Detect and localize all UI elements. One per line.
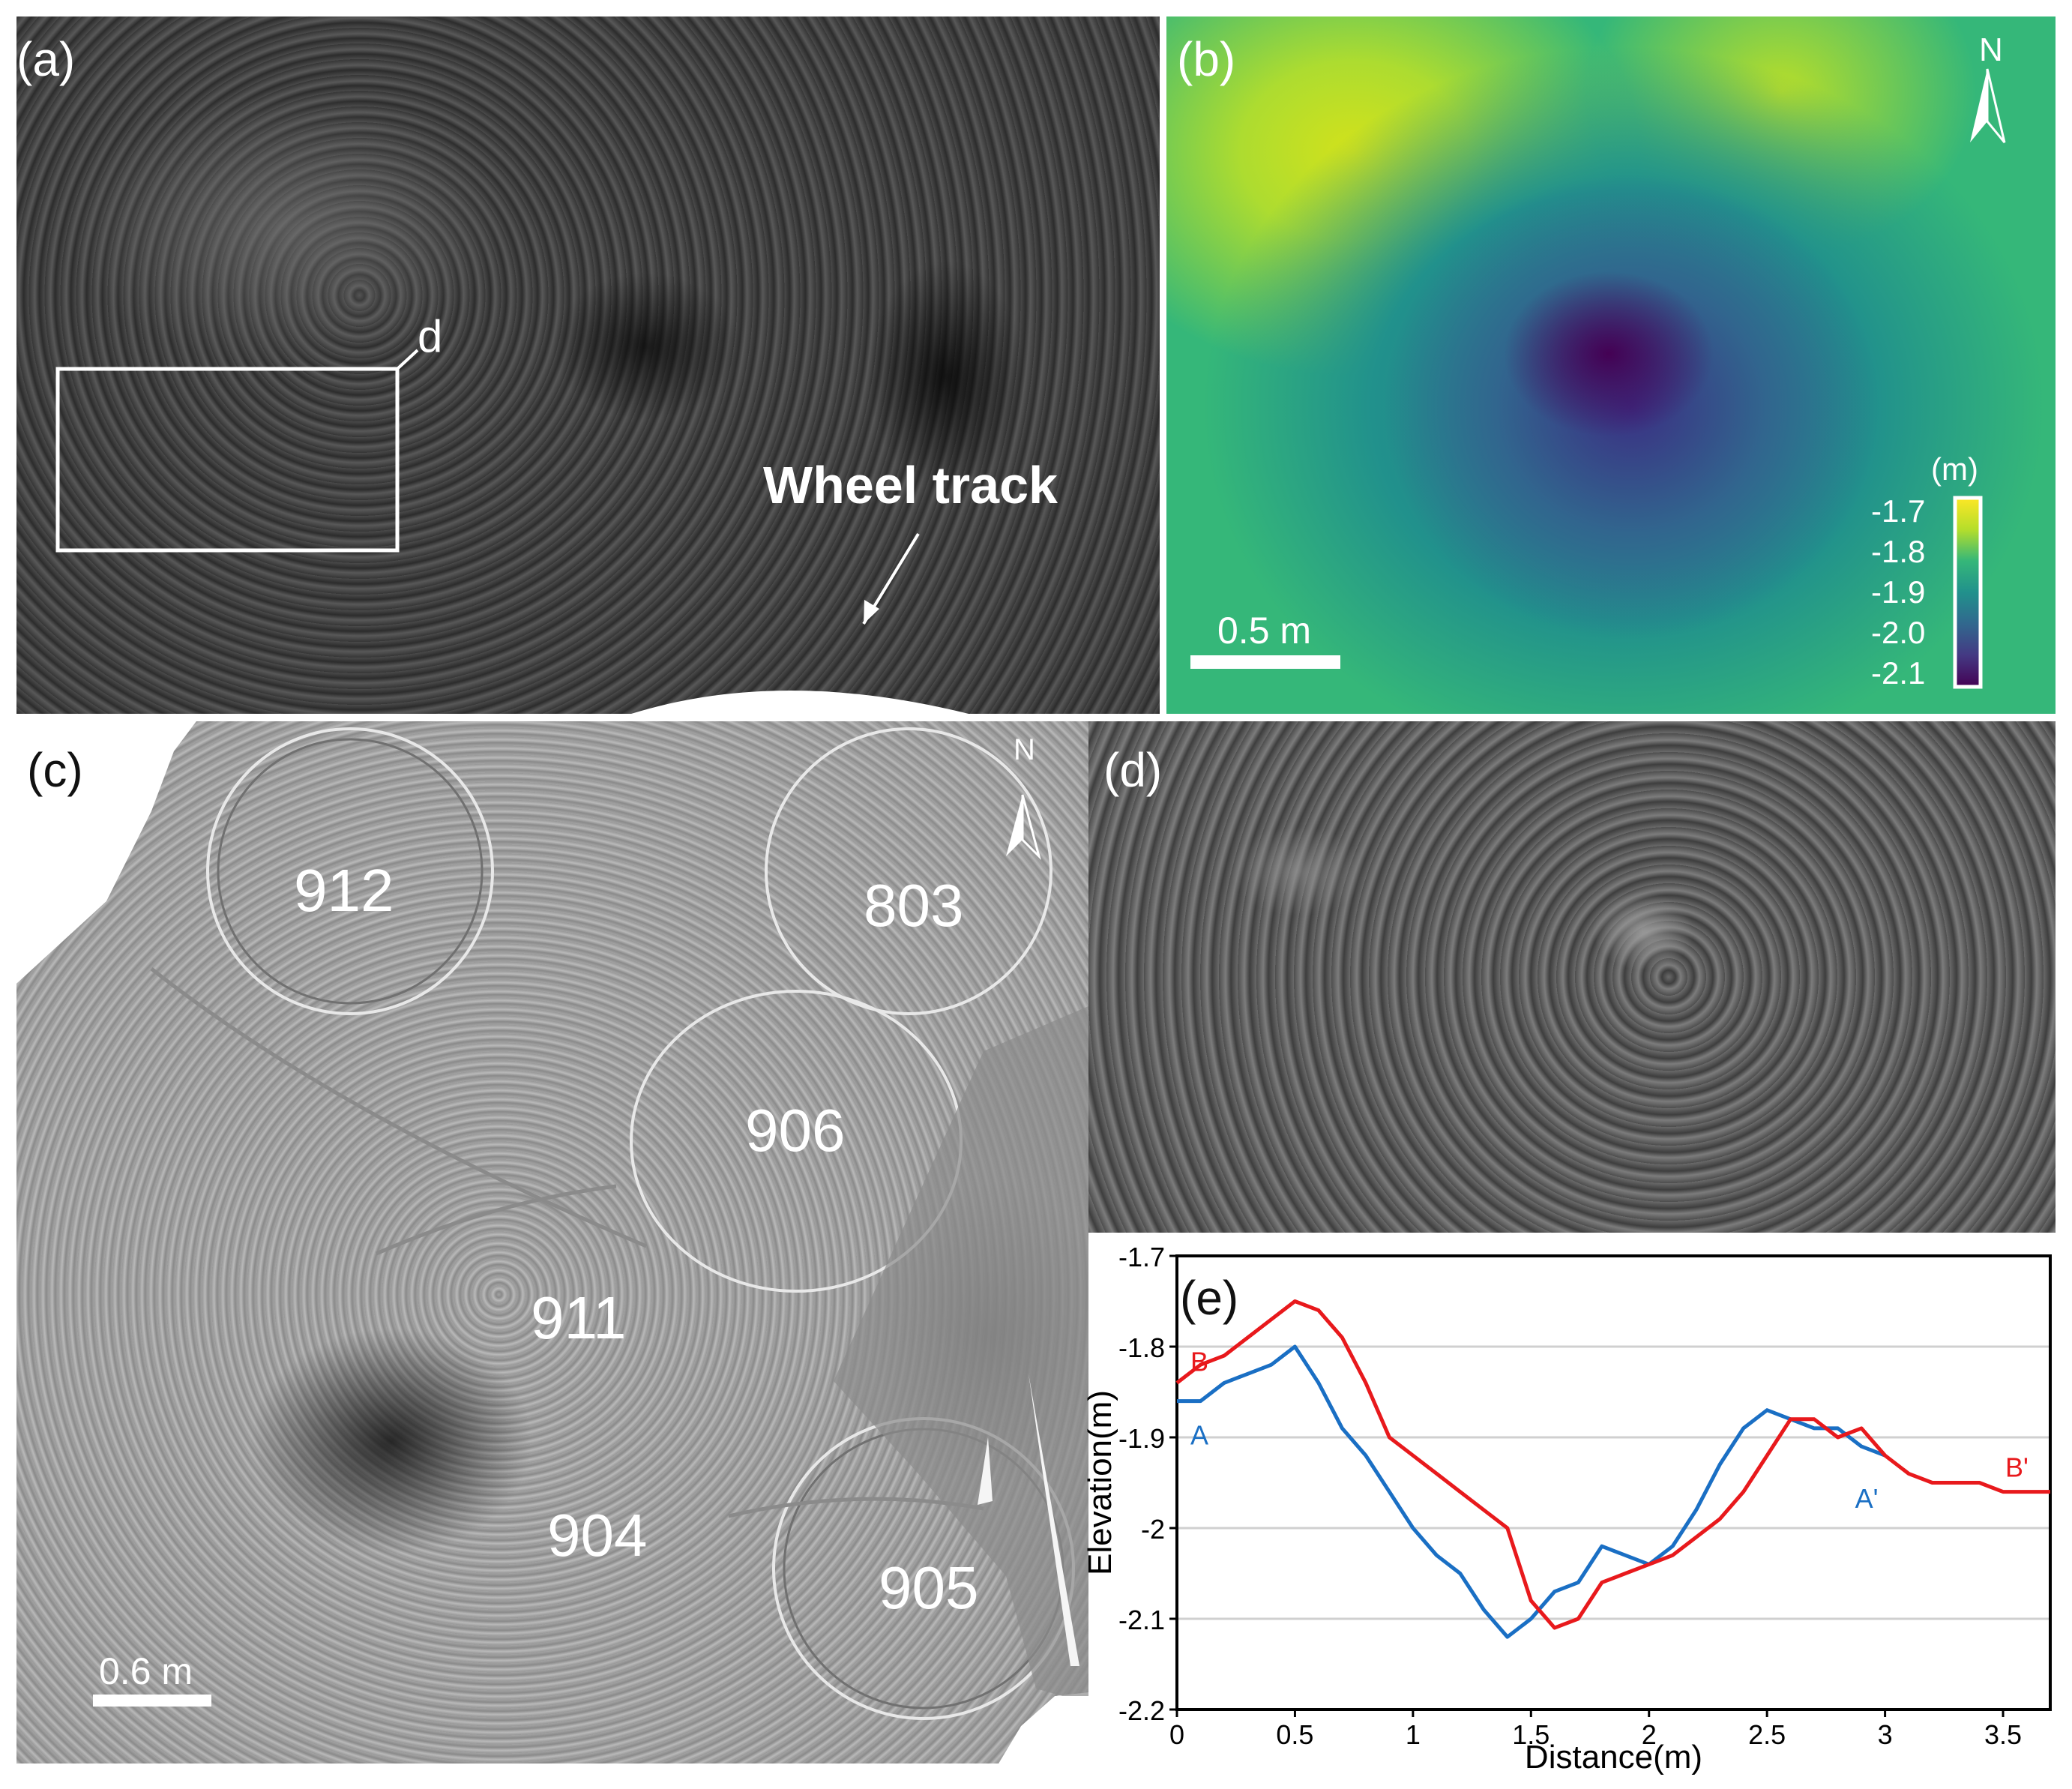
panel-b-dem: (b) N 0.5 m (m) -1.7 -1.8 -1.9 -2.0 -2.1 (1166, 16, 2056, 714)
panel-e-chart: -1.7 -1.8 -1.9 -2 -2.1 -2.2 0 0.5 1 1.5 2 2.5 3 3.5 A A… (1079, 1237, 2062, 1777)
series-end-label-B: B' (2005, 1452, 2029, 1483)
scale-bar-b (1190, 655, 1340, 669)
profile-chart: -1.7 -1.8 -1.9 -2 -2.1 -2.20 0.5 1 1.5 2 2.5 3 3.5 A A… (1082, 1242, 2052, 1776)
series-start-label-A: A (1190, 1420, 1208, 1451)
panel-a-overlay (55, 349, 969, 714)
x-tick-label: 3 (1878, 1719, 1893, 1750)
panel-a-label: (a) (16, 32, 76, 86)
no-data-region (834, 1006, 1088, 1696)
x-tick-label: 0.5 (1276, 1719, 1313, 1750)
series-line-B (1175, 1299, 2050, 1630)
wheel-track-arrowhead (864, 600, 879, 624)
panel-b-overlay (1190, 68, 2006, 689)
series-start-label-B: B (1190, 1346, 1208, 1377)
x-axis-label: Distance(m) (1525, 1739, 1702, 1776)
plot-frame (1175, 1254, 2052, 1711)
y-tick-label: -2.2 (1118, 1695, 1165, 1726)
north-label-b: N (1979, 31, 2003, 68)
panel-a-image: (a) d Wheel track (16, 16, 1160, 714)
series-line-A (1177, 1344, 1886, 1639)
panel-e-label: (e) (1180, 1271, 1239, 1325)
track-label-912: 912 (294, 857, 394, 924)
track-label-911: 911 (531, 1284, 627, 1351)
y-tick-label: -1.9 (1118, 1423, 1165, 1454)
colorbar-tick-3: -1.9 (1871, 574, 1926, 610)
x-tick-label: 0 (1169, 1719, 1184, 1750)
subset-box-leader (396, 349, 419, 370)
x-tick-label: 1.5 (1512, 1719, 1550, 1750)
colorbar (1953, 496, 1983, 689)
track-912-outline (206, 727, 494, 1015)
panel-c: (c) N 912 803 906 911 904 905 0.6 m (16, 721, 1088, 1764)
series-end-label-A: A' (1855, 1483, 1879, 1514)
y-tick-label: -2.1 (1118, 1605, 1165, 1635)
scale-bar-c (93, 1695, 211, 1707)
track-label-803: 803 (864, 872, 964, 939)
x-tick-label: 2.5 (1748, 1719, 1786, 1750)
track-label-904: 904 (547, 1502, 648, 1569)
wheel-track-label: Wheel track (763, 456, 1058, 514)
panel-c-map (16, 721, 1088, 1764)
north-label-c: N (1014, 733, 1035, 766)
y-tick-label: -1.8 (1118, 1332, 1165, 1363)
north-arrow-icon (1970, 69, 1987, 142)
y-axis-label: Elevation(m) (1082, 1390, 1118, 1575)
north-arrow-c-icon (1006, 795, 1023, 856)
x-tick-label: 3.5 (1984, 1719, 2022, 1750)
colorbar-tick-5: -2.1 (1871, 655, 1926, 691)
subset-box-d (55, 367, 400, 553)
x-tick-label: 2 (1642, 1719, 1657, 1750)
colorbar-tick-1: -1.7 (1871, 493, 1926, 529)
track-label-906: 906 (745, 1097, 846, 1164)
y-tick-label: -2 (1141, 1514, 1165, 1545)
subset-box-label: d (418, 311, 443, 361)
scale-text-c: 0.6 m (99, 1650, 193, 1692)
colorbar-tick-4: -2.0 (1871, 615, 1926, 650)
y-tick-label: -1.7 (1118, 1242, 1165, 1272)
colorbar-tick-2: -1.8 (1871, 534, 1926, 569)
x-tick-label: 1 (1406, 1719, 1421, 1750)
colorbar-unit: (m) (1931, 451, 1978, 487)
panel-c-label: (c) (27, 743, 83, 797)
panel-d-image: (d) (1088, 721, 2056, 1233)
data-gap-streak-2 (1029, 1374, 1079, 1666)
data-gap-streak-1 (978, 1437, 993, 1505)
scale-text-b: 0.5 m (1217, 610, 1312, 652)
rover-deck-edge (631, 691, 969, 714)
track-label-905: 905 (879, 1554, 979, 1621)
panel-d-label: (d) (1103, 743, 1163, 797)
panel-b-label: (b) (1177, 32, 1236, 86)
